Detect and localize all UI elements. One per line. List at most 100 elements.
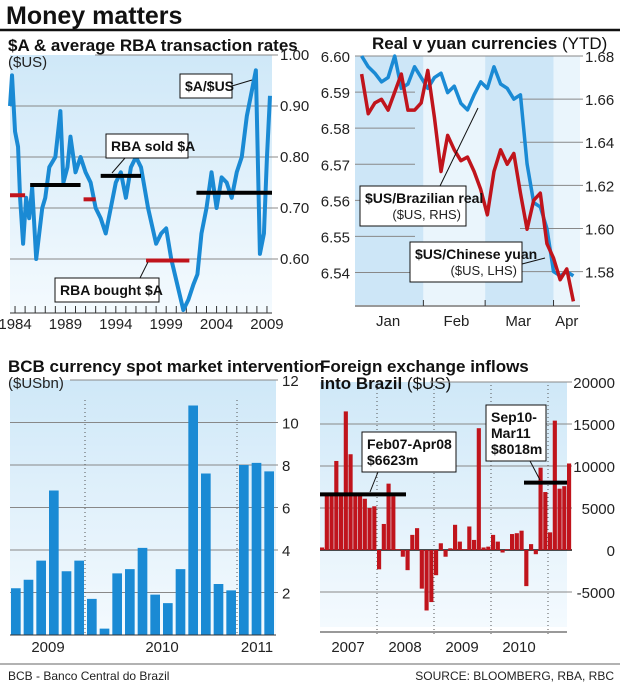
bar: [334, 460, 339, 550]
aud-chart: $A & average RBA transaction rates ($US)…: [0, 36, 309, 333]
bcb-chart-subtitle: ($USbn): [8, 375, 64, 392]
y-tick-label: 10: [282, 416, 299, 433]
yuan-callout-text: $US/Chinese yuan: [415, 246, 537, 262]
bar: [419, 550, 424, 589]
bar: [175, 569, 186, 635]
y-tick-label: 0.70: [280, 200, 309, 217]
real-callout-leader: [439, 107, 479, 187]
feb07-callout-box: [361, 431, 457, 473]
bar: [567, 463, 572, 550]
bar: [491, 534, 496, 550]
real-line: [360, 54, 575, 278]
bar: [329, 495, 334, 550]
right-y-tick-label: 1.58: [585, 265, 614, 282]
sep10-callout-text: Mar11: [491, 425, 531, 441]
y-tick-label: 8: [282, 458, 290, 475]
real-callout-box: [359, 185, 467, 227]
x-tick-label: 2010: [145, 639, 178, 656]
bar: [358, 495, 363, 550]
y-tick-label: 4: [282, 543, 290, 560]
y-tick-label: 6: [282, 501, 290, 518]
bar: [188, 405, 198, 635]
x-tick-label: Apr: [555, 313, 578, 330]
bar: [226, 590, 236, 635]
bar: [514, 533, 519, 550]
bar: [533, 550, 538, 555]
bar: [476, 428, 481, 550]
bar: [251, 462, 262, 635]
aud-usd-callout-text: $A/$US: [185, 78, 234, 94]
aud-usd-callout-leader: [231, 79, 253, 87]
sep10-callout-text: $8018m: [491, 441, 542, 457]
bar: [443, 550, 448, 557]
bar: [481, 547, 486, 550]
x-tick-label: Jan: [376, 313, 400, 330]
bar: [557, 488, 562, 550]
bar: [362, 498, 367, 550]
sep10-callout-text: Sep10-: [491, 409, 537, 425]
aud-chart-subtitle: ($US): [8, 54, 47, 71]
right-y-tick-label: 1.68: [585, 49, 614, 66]
rba-sold-callout-leader: [111, 157, 126, 174]
feb07-callout-text: $6623m: [367, 452, 418, 468]
y-tick-label: 0: [607, 543, 615, 560]
aud-usd-callout-box: [179, 73, 233, 99]
bar: [377, 550, 382, 570]
x-tick-label: 1984: [0, 316, 32, 333]
footer-source: SOURCE: BLOOMBERG, RBA, RBC: [415, 669, 614, 683]
bar: [438, 543, 443, 550]
bar: [99, 628, 110, 635]
bar: [457, 541, 462, 550]
bar: [472, 539, 477, 550]
right-y-tick-label: 1.60: [585, 221, 614, 238]
yuan-line: [359, 68, 576, 302]
bar: [264, 471, 274, 635]
rba-bought-callout-leader: [139, 261, 149, 279]
bar: [405, 550, 410, 571]
aud-usd-line: [8, 68, 272, 312]
bar: [415, 528, 420, 550]
bar: [462, 549, 467, 550]
bar: [386, 483, 391, 550]
bar: [11, 588, 21, 635]
y-tick-label: 5000: [582, 501, 615, 518]
right-y-tick-label: 1.62: [585, 178, 614, 195]
bar: [543, 492, 548, 550]
feb07-callout-leader: [369, 471, 379, 493]
right-y-tick-label: 1.66: [585, 92, 614, 109]
bar: [562, 486, 567, 550]
bar: [201, 473, 211, 635]
x-tick-label: 2010: [502, 639, 535, 656]
x-tick-label: 2009: [250, 316, 283, 333]
bar: [453, 524, 458, 550]
bar: [510, 534, 515, 550]
left-y-tick-label: 6.57: [321, 157, 350, 174]
bar: [519, 530, 524, 550]
bar: [538, 467, 543, 550]
y-tick-label: 1.00: [280, 47, 309, 64]
y-tick-label: 0.80: [280, 149, 309, 166]
x-tick-label: 1994: [99, 316, 132, 333]
bar: [552, 420, 557, 550]
bar: [391, 496, 396, 550]
yuan-callout-leader: [521, 257, 546, 265]
sep10-callout-leader: [529, 460, 541, 481]
bar: [367, 508, 372, 550]
bar: [137, 547, 148, 635]
fx-chart-title-line2: into Brazil ($US): [320, 374, 451, 393]
bar: [348, 454, 353, 550]
yuan-callout-text: ($US, LHS): [451, 263, 517, 278]
bar: [339, 495, 344, 550]
left-y-tick-label: 6.59: [321, 85, 350, 102]
bar: [434, 550, 439, 576]
bar: [429, 550, 434, 603]
bar: [61, 571, 72, 635]
bar: [467, 526, 472, 550]
bar: [112, 573, 122, 635]
bar: [213, 584, 224, 635]
left-y-tick-label: 6.54: [321, 266, 350, 283]
bar: [495, 541, 500, 550]
footer-note: BCB - Banco Central do Brazil: [8, 669, 169, 683]
bar: [324, 495, 329, 550]
aud-chart-title: $A & average RBA transaction rates: [8, 36, 298, 55]
